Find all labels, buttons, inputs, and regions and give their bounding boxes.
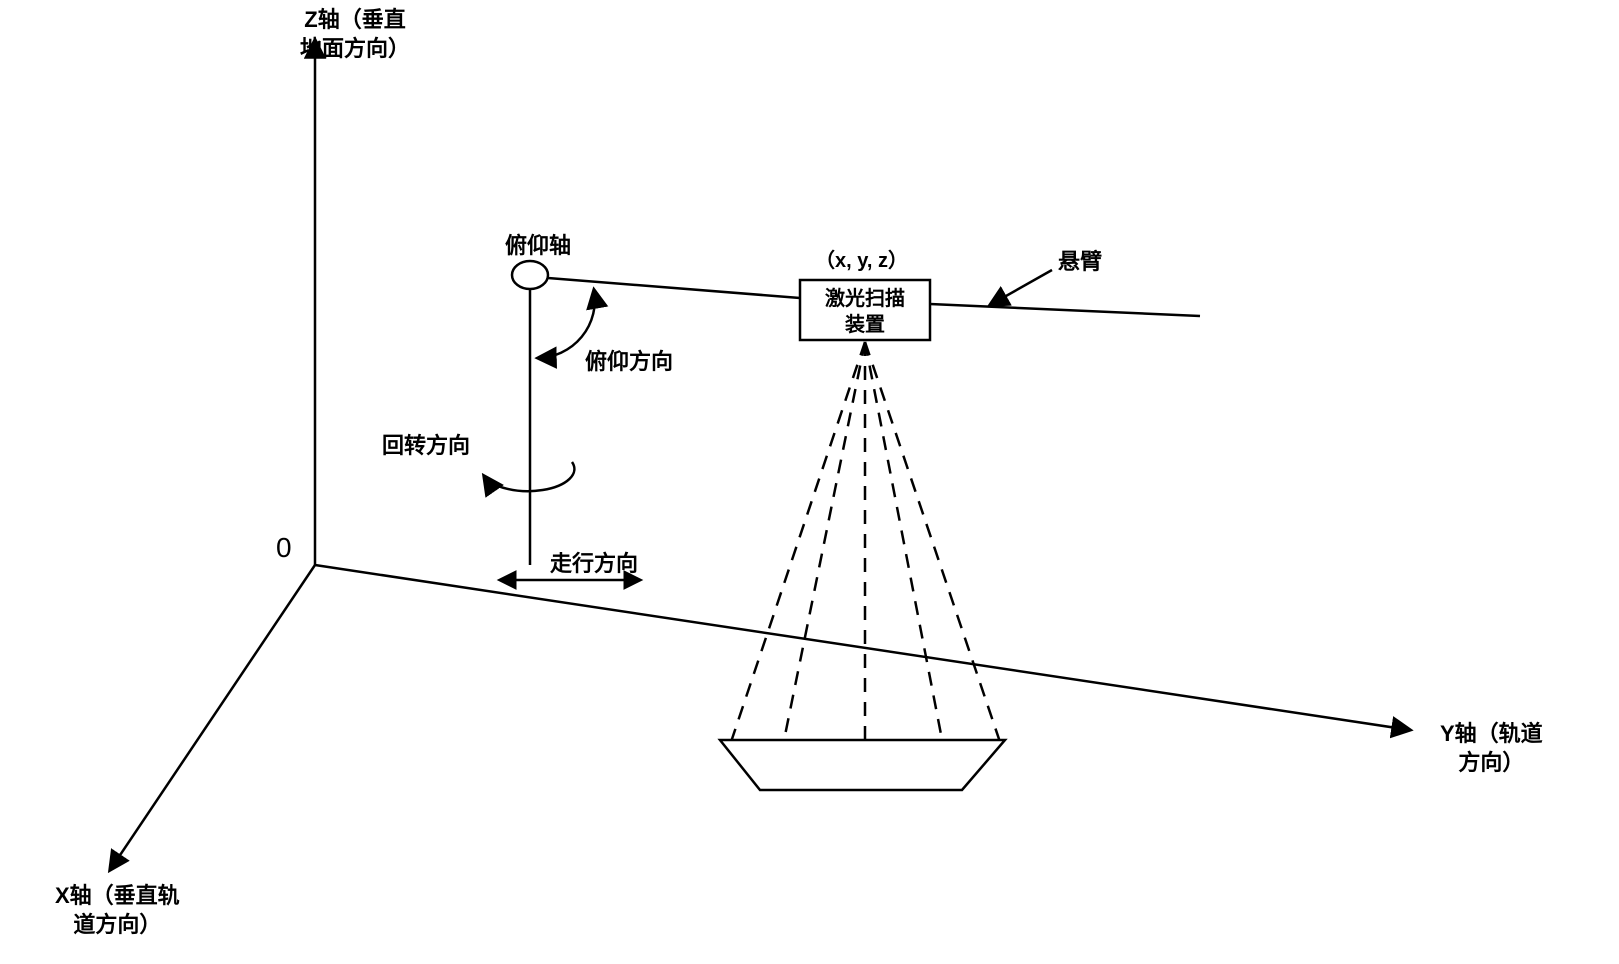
boom-label: 悬臂 <box>1058 248 1102 277</box>
ground-quad <box>720 740 1005 790</box>
y-axis <box>315 565 1410 730</box>
scan-ray-0 <box>730 342 865 745</box>
x-axis <box>110 565 315 870</box>
scan-ray-3 <box>865 342 945 755</box>
slew-dir-label: 回转方向 <box>382 432 470 461</box>
scan-ray-1 <box>780 342 865 760</box>
pivot-ellipse <box>512 261 548 289</box>
z-axis-label: Z轴（垂直 地面方向） <box>300 6 410 63</box>
diagram-canvas <box>0 0 1619 964</box>
scanner-box-label: 激光扫描 装置 <box>810 286 920 338</box>
origin-label: 0 <box>276 530 292 566</box>
travel-dir-label: 走行方向 <box>550 550 638 579</box>
pitch-axis-label: 俯仰轴 <box>505 232 571 261</box>
scanner-coord-label: （x, y, z） <box>815 248 908 274</box>
boom-right <box>930 304 1200 316</box>
x-axis-label: X轴（垂直轨 道方向） <box>55 882 180 939</box>
boom-left <box>548 278 800 298</box>
pitch-dir-label: 俯仰方向 <box>585 348 673 377</box>
y-axis-label: Y轴（轨道 方向） <box>1440 720 1543 777</box>
scan-ray-4 <box>865 342 1000 742</box>
boom-pointer <box>990 270 1052 305</box>
